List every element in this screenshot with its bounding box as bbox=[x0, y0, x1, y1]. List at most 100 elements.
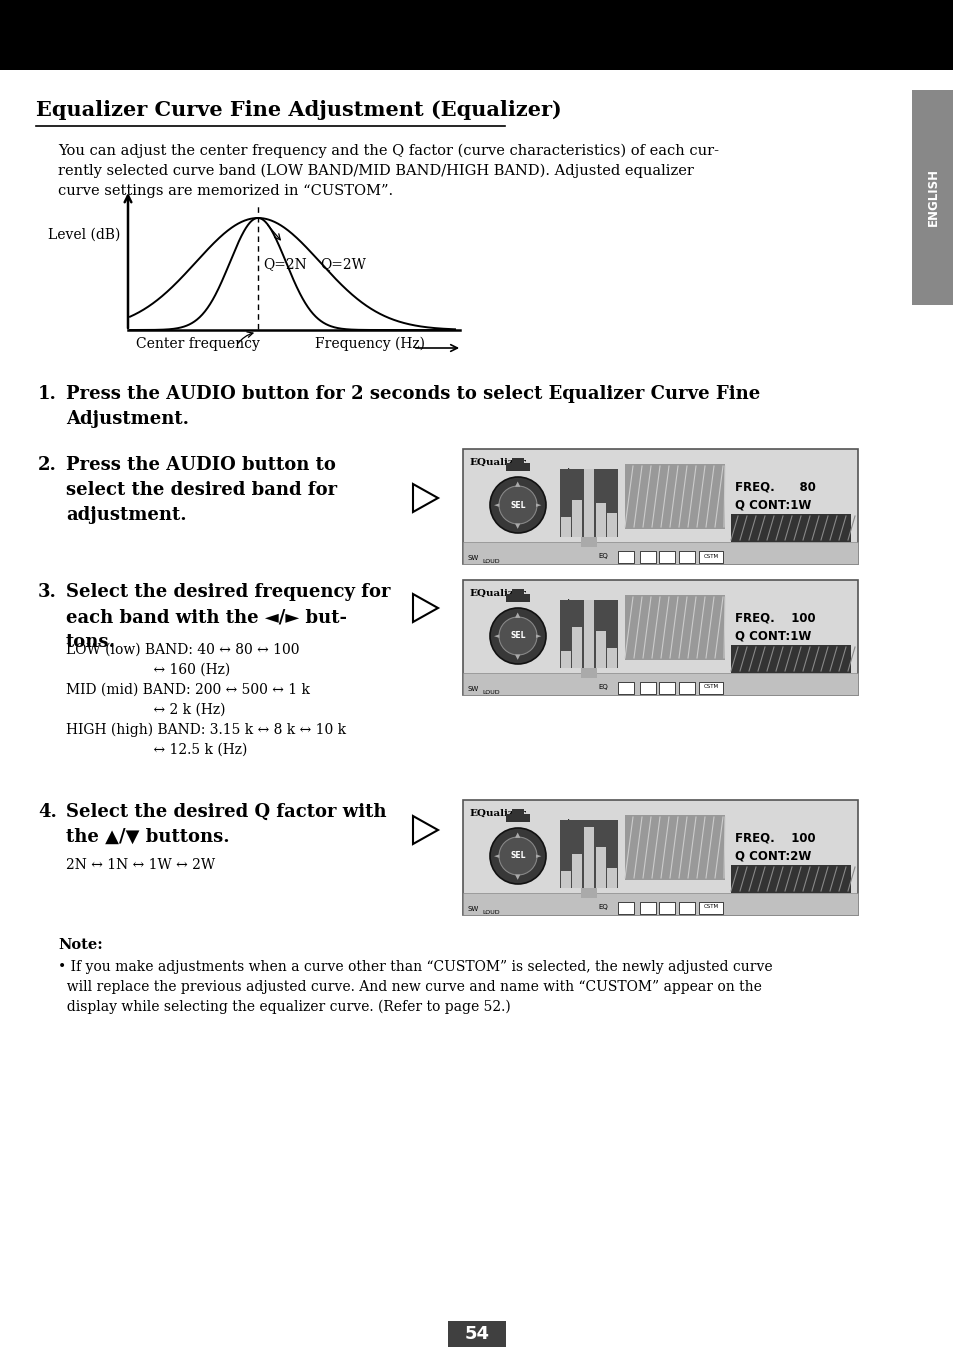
Text: LOUD: LOUD bbox=[481, 911, 499, 915]
Text: LOUD: LOUD bbox=[481, 560, 499, 564]
Bar bbox=[595, 847, 605, 888]
Bar bbox=[580, 537, 597, 547]
Bar bbox=[462, 799, 857, 915]
Text: ▼: ▼ bbox=[515, 523, 520, 528]
Text: ▲: ▲ bbox=[515, 832, 520, 837]
Text: CSTM: CSTM bbox=[702, 905, 718, 909]
Bar bbox=[595, 630, 605, 668]
Bar bbox=[639, 551, 656, 562]
Text: • If you make adjustments when a curve other than “CUSTOM” is selected, the newl: • If you make adjustments when a curve o… bbox=[58, 959, 772, 1014]
Text: Q=2N: Q=2N bbox=[263, 257, 307, 271]
Bar bbox=[448, 1321, 505, 1347]
Text: ◄: ◄ bbox=[494, 633, 499, 640]
Text: EQualizer: EQualizer bbox=[469, 589, 525, 598]
Bar bbox=[580, 888, 597, 898]
Bar bbox=[462, 673, 857, 695]
Text: Q CONT:1W: Q CONT:1W bbox=[734, 499, 810, 511]
Text: ↔ 12.5 k (Hz): ↔ 12.5 k (Hz) bbox=[66, 743, 247, 757]
Bar bbox=[659, 902, 675, 915]
Text: SW: SW bbox=[467, 906, 478, 912]
Bar bbox=[572, 627, 582, 668]
Text: You can adjust the center frequency and the Q factor (curve characteristics) of : You can adjust the center frequency and … bbox=[58, 144, 719, 198]
Bar bbox=[512, 458, 523, 463]
Bar bbox=[559, 820, 618, 888]
Text: SW: SW bbox=[467, 556, 478, 561]
Bar bbox=[462, 542, 857, 564]
Polygon shape bbox=[413, 484, 437, 512]
Circle shape bbox=[490, 608, 545, 664]
Text: 1.: 1. bbox=[38, 385, 57, 402]
Text: SEL: SEL bbox=[510, 500, 525, 509]
Bar bbox=[699, 682, 722, 694]
Bar bbox=[559, 600, 618, 668]
Bar bbox=[572, 500, 582, 537]
Text: +: + bbox=[562, 818, 572, 828]
Bar bbox=[462, 580, 857, 695]
Bar bbox=[699, 551, 722, 562]
Text: LOW (low) BAND: 40 ↔ 80 ↔ 100: LOW (low) BAND: 40 ↔ 80 ↔ 100 bbox=[66, 644, 299, 657]
Text: ►: ► bbox=[536, 501, 541, 508]
Bar bbox=[639, 902, 656, 915]
Bar bbox=[583, 827, 594, 888]
Bar bbox=[0, 0, 953, 70]
Text: Equalizer Curve Fine Adjustment (Equalizer): Equalizer Curve Fine Adjustment (Equaliz… bbox=[36, 100, 561, 121]
Text: 54: 54 bbox=[464, 1325, 489, 1343]
Bar bbox=[618, 551, 634, 562]
Bar bbox=[624, 595, 724, 660]
Bar bbox=[730, 864, 850, 893]
Bar bbox=[659, 551, 675, 562]
Bar bbox=[560, 650, 570, 668]
Text: MID (mid) BAND: 200 ↔ 500 ↔ 1 k: MID (mid) BAND: 200 ↔ 500 ↔ 1 k bbox=[66, 683, 310, 696]
Text: HIGH (high) BAND: 3.15 k ↔ 8 k ↔ 10 k: HIGH (high) BAND: 3.15 k ↔ 8 k ↔ 10 k bbox=[66, 724, 346, 737]
Bar bbox=[618, 902, 634, 915]
Bar bbox=[618, 682, 634, 694]
Bar bbox=[572, 854, 582, 888]
Text: 2.: 2. bbox=[38, 457, 57, 474]
Bar bbox=[580, 668, 597, 678]
Text: EQ: EQ bbox=[598, 904, 607, 911]
Bar bbox=[505, 814, 530, 822]
Bar bbox=[560, 871, 570, 888]
Text: EQualizer: EQualizer bbox=[469, 458, 525, 467]
Text: FREQ.    100: FREQ. 100 bbox=[734, 832, 815, 844]
Bar bbox=[639, 682, 656, 694]
Text: Center frequency: Center frequency bbox=[136, 337, 259, 351]
Bar bbox=[679, 551, 695, 562]
Text: Q=2W: Q=2W bbox=[319, 257, 366, 271]
Text: EQ: EQ bbox=[598, 553, 607, 560]
Text: Note:: Note: bbox=[58, 938, 103, 953]
Text: ◄: ◄ bbox=[494, 854, 499, 859]
Text: +: + bbox=[562, 598, 572, 608]
Bar bbox=[606, 867, 617, 888]
Circle shape bbox=[490, 828, 545, 883]
Bar bbox=[560, 516, 570, 537]
Text: ▲: ▲ bbox=[515, 612, 520, 618]
Circle shape bbox=[498, 617, 537, 654]
Bar bbox=[505, 463, 530, 472]
Text: CSTM: CSTM bbox=[702, 553, 718, 558]
Bar bbox=[624, 814, 724, 879]
Bar bbox=[595, 503, 605, 537]
Text: ↔ 160 (Hz): ↔ 160 (Hz) bbox=[66, 663, 230, 678]
Circle shape bbox=[498, 486, 537, 524]
Text: Q CONT:1W: Q CONT:1W bbox=[734, 630, 810, 642]
Text: Frequency (Hz): Frequency (Hz) bbox=[314, 336, 424, 351]
Text: FREQ.    100: FREQ. 100 bbox=[734, 611, 815, 625]
Circle shape bbox=[490, 477, 545, 533]
Text: ◄: ◄ bbox=[494, 501, 499, 508]
Bar bbox=[730, 514, 850, 542]
Bar bbox=[911, 89, 953, 305]
Polygon shape bbox=[413, 816, 437, 844]
Text: SW: SW bbox=[467, 686, 478, 692]
Bar bbox=[679, 902, 695, 915]
Text: ↔ 2 k (Hz): ↔ 2 k (Hz) bbox=[66, 703, 225, 717]
Bar bbox=[462, 449, 857, 564]
Text: FREQ.      80: FREQ. 80 bbox=[734, 481, 815, 493]
Text: Q CONT:2W: Q CONT:2W bbox=[734, 850, 810, 863]
Text: 3.: 3. bbox=[38, 583, 57, 602]
Bar bbox=[699, 902, 722, 915]
Text: Select the desired Q factor with
the ▲/▼ buttons.: Select the desired Q factor with the ▲/▼… bbox=[66, 804, 386, 846]
Text: EQ: EQ bbox=[598, 684, 607, 690]
Bar bbox=[624, 463, 724, 528]
Text: ▼: ▼ bbox=[515, 874, 520, 879]
